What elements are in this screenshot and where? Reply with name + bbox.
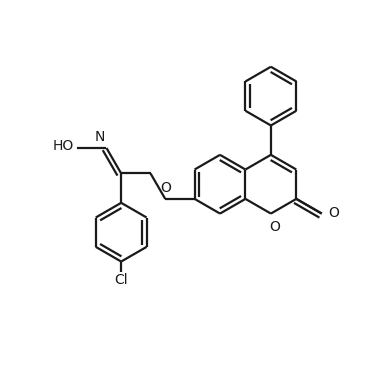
Text: N: N <box>94 131 105 144</box>
Text: O: O <box>269 220 280 234</box>
Text: HO: HO <box>52 139 74 153</box>
Text: O: O <box>160 181 171 195</box>
Text: O: O <box>328 206 339 220</box>
Text: Cl: Cl <box>114 273 128 287</box>
